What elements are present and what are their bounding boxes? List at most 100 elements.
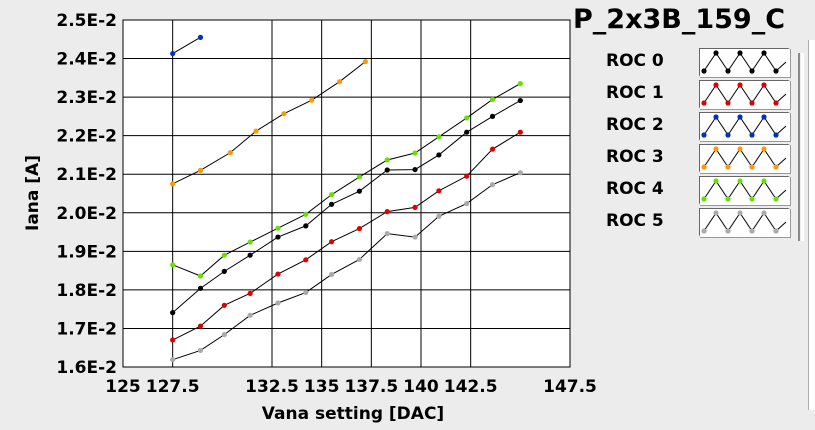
data-point [489, 146, 496, 152]
data-point [275, 300, 281, 306]
legend-swatch-marker [749, 228, 755, 234]
data-point [464, 129, 470, 135]
y-tick-label: 1.7E-2 [56, 319, 117, 339]
data-point [489, 96, 496, 103]
legend-scrollbar-edge [801, 53, 804, 241]
data-point [412, 234, 418, 240]
series-roc-4 [170, 81, 523, 279]
legend-swatch [699, 80, 790, 109]
legend-swatch [699, 48, 790, 77]
data-point [170, 181, 176, 187]
data-point [464, 200, 470, 207]
data-point [275, 271, 281, 277]
legend-swatch-marker [713, 146, 719, 152]
series-line [172, 131, 521, 341]
data-point [362, 59, 368, 65]
data-point [384, 167, 390, 173]
legend-swatch-marker [737, 82, 743, 88]
legend-swatch-marker [725, 132, 731, 138]
legend-item: ROC 1 [593, 77, 804, 109]
series-roc-1 [170, 129, 523, 343]
series-roc-5 [170, 170, 523, 363]
data-point [197, 347, 204, 354]
legend-swatch-marker [701, 228, 707, 234]
data-point [170, 337, 176, 343]
series-line [172, 172, 521, 361]
legend-item: ROC 5 [593, 205, 804, 237]
x-tick-label: 140 [403, 377, 439, 397]
legend-swatch-marker [749, 68, 755, 74]
legend-swatch-marker [701, 68, 707, 74]
legend-swatch [699, 112, 790, 141]
legend-swatch-marker [713, 210, 719, 216]
x-tick-label: 147.5 [543, 377, 597, 397]
data-point [275, 225, 281, 231]
data-point [309, 97, 315, 103]
grid [122, 19, 571, 368]
legend-swatch-marker [773, 68, 779, 74]
series-line [172, 61, 366, 185]
legend-swatch-marker [773, 100, 779, 106]
data-point [517, 97, 523, 104]
data-point [303, 211, 309, 217]
legend-swatch-marker [701, 100, 707, 106]
y-tick-label: 1.6E-2 [56, 358, 117, 378]
y-tick-label: 1.9E-2 [56, 242, 117, 262]
legend-swatch-marker [737, 146, 743, 152]
legend-swatch-marker [749, 164, 755, 170]
data-point [356, 188, 363, 194]
legend-swatch-marker [773, 164, 779, 170]
legend-swatch-marker [749, 100, 755, 106]
data-point [281, 111, 287, 117]
legend-swatch-marker [737, 210, 743, 216]
data-point [384, 230, 390, 237]
y-tick-label: 2.4E-2 [56, 50, 117, 70]
legend-swatch-marker [725, 164, 731, 170]
data-point [436, 152, 442, 158]
data-point [197, 167, 204, 173]
legend-item: ROC 0 [593, 45, 804, 77]
data-point [197, 273, 204, 279]
data-point [247, 312, 253, 318]
y-tick-label: 2.0E-2 [56, 204, 117, 224]
legend-item: ROC 3 [593, 141, 804, 173]
data-point [436, 213, 442, 219]
legend-swatch-line [703, 148, 787, 168]
legend-swatch-marker [761, 114, 767, 120]
data-point [170, 50, 176, 57]
data-point [356, 256, 363, 263]
data-point [329, 201, 335, 207]
data-point [197, 285, 204, 291]
legend: ROC 0 ROC 1 ROC 2 ROC 3 ROC 4 ROC 5 [593, 45, 804, 241]
data-point [170, 310, 176, 316]
x-tick-label: 125 [105, 377, 141, 397]
legend-swatch-marker [773, 228, 779, 234]
data-point [436, 134, 442, 140]
series-roc-2 [170, 34, 204, 57]
series-roc-3 [170, 59, 368, 187]
legend-swatch-line [703, 180, 787, 200]
legend-swatch-marker [761, 82, 767, 88]
y-tick-label: 2.5E-2 [56, 11, 117, 31]
data-point [412, 166, 418, 173]
legend-swatch [699, 208, 790, 237]
legend-swatch-line [703, 84, 787, 104]
legend-swatch-line [703, 212, 787, 232]
series-line [172, 36, 201, 54]
legend-swatch-marker [761, 146, 767, 152]
legend-swatch-marker [701, 164, 707, 170]
legend-item-label: ROC 5 [606, 211, 664, 231]
legend-swatch-marker [725, 100, 731, 106]
data-point [170, 262, 176, 268]
legend-item-label: ROC 0 [606, 51, 664, 71]
x-tick-label: 127.5 [146, 377, 200, 397]
legend-swatch-marker [725, 68, 731, 74]
legend-swatch-marker [761, 178, 767, 184]
legend-swatch-line [703, 116, 787, 136]
legend-swatch [699, 176, 790, 205]
data-point [197, 323, 204, 329]
legend-swatch-marker [713, 82, 719, 88]
series-line [172, 100, 521, 314]
chart-title: P_2x3B_159_C [573, 4, 786, 35]
legend-swatch-marker [725, 228, 731, 234]
